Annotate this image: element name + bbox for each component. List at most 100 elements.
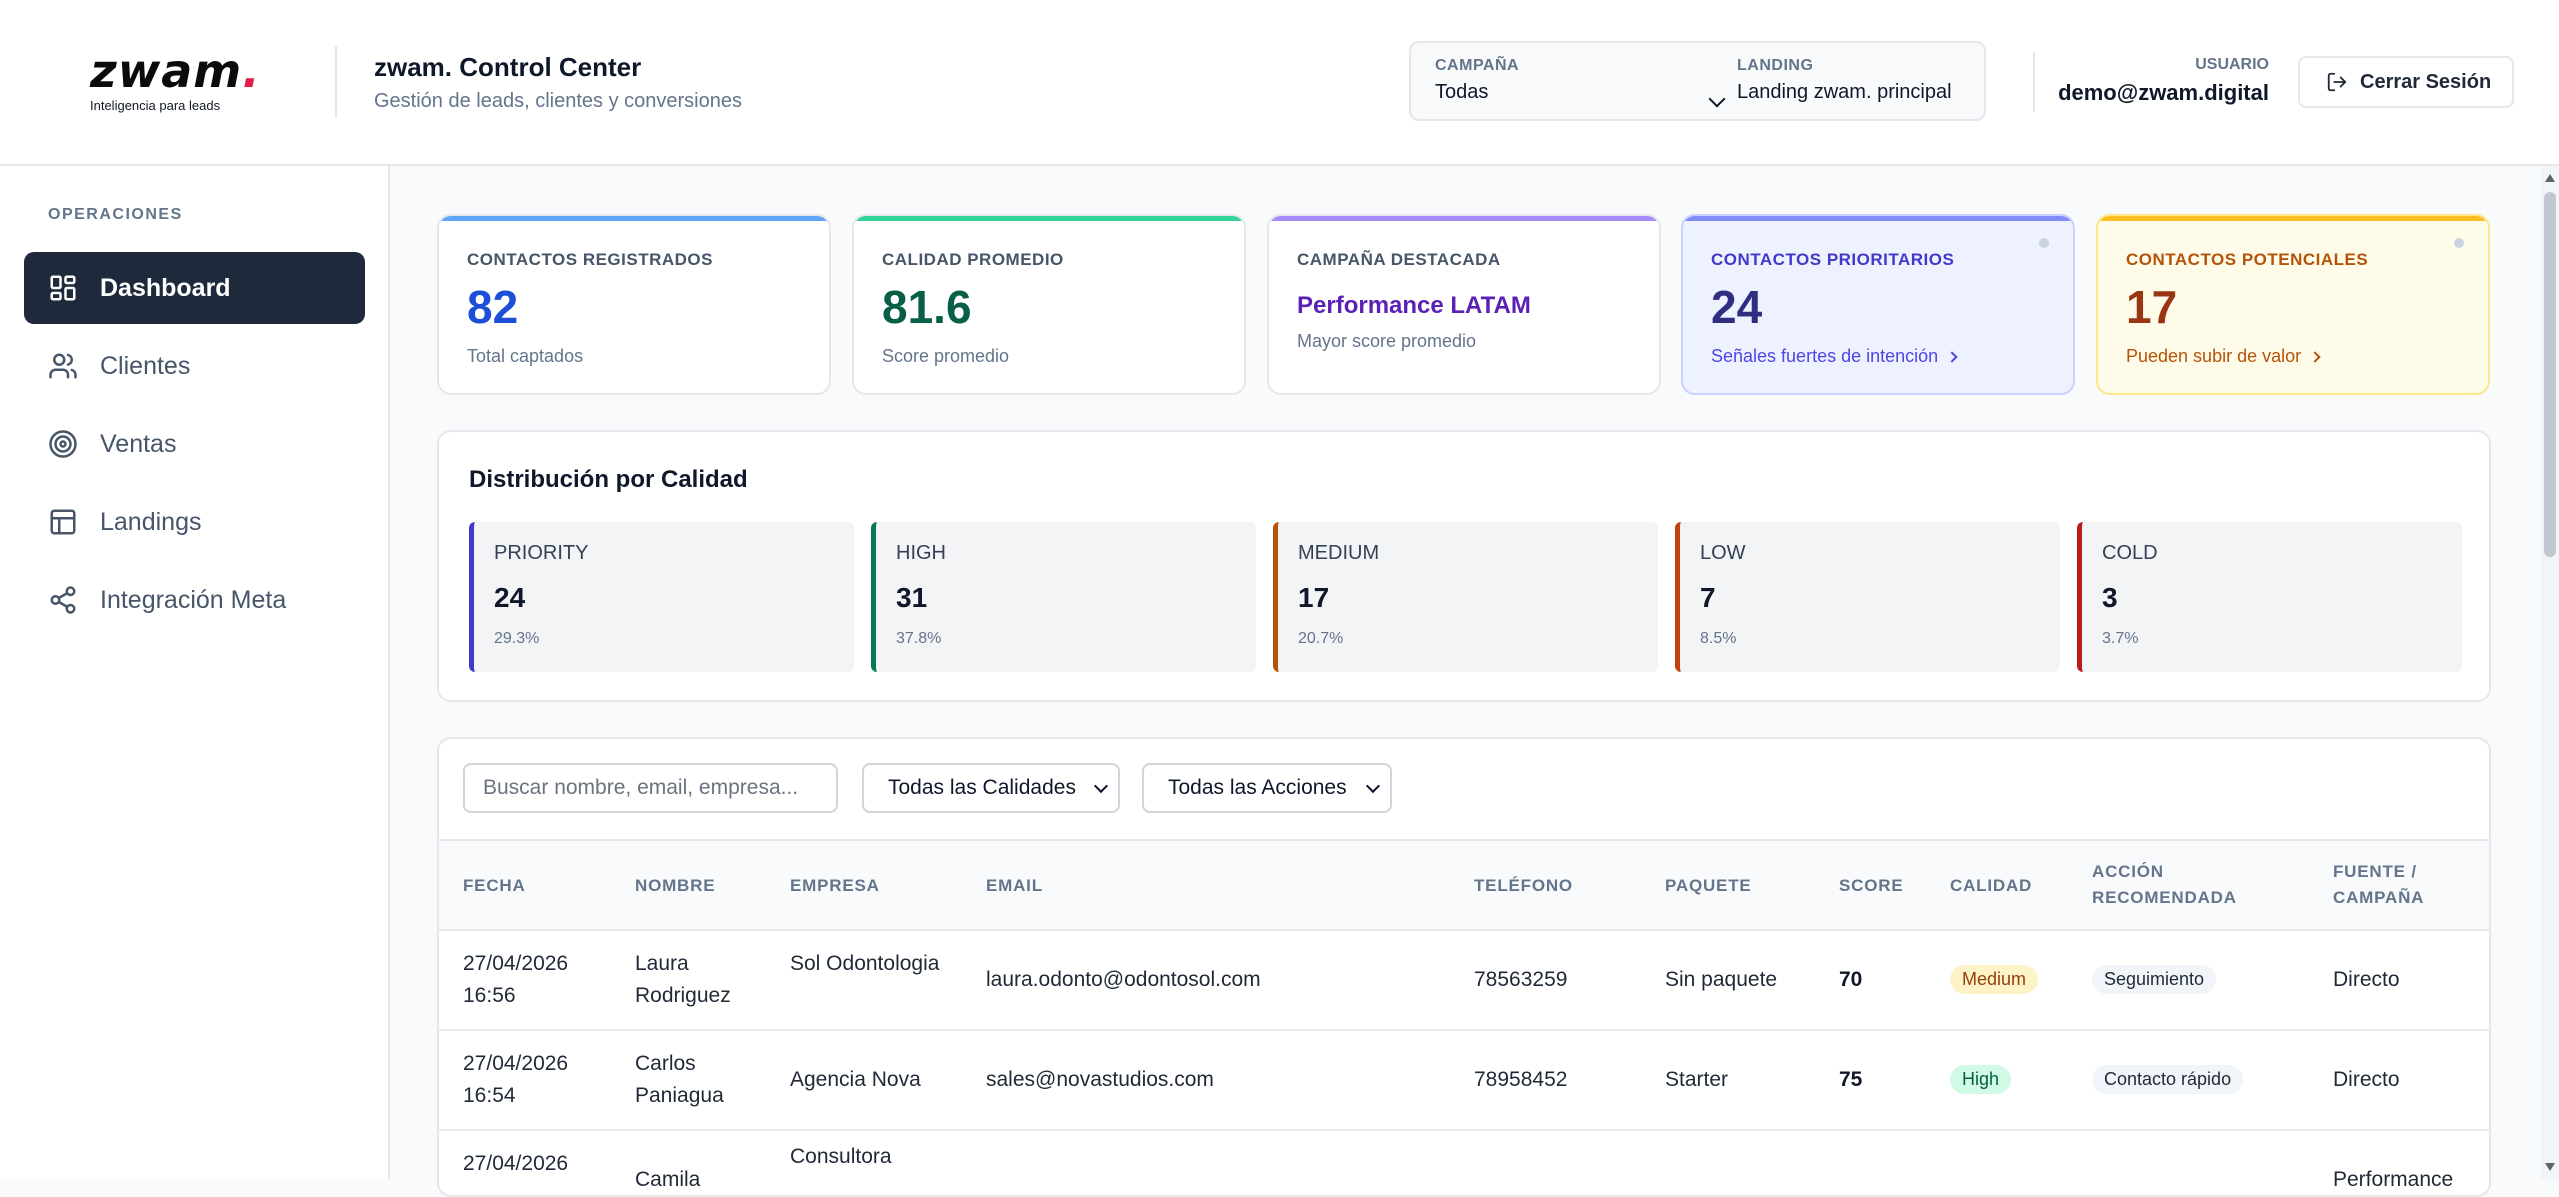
sidebar-item-label: Dashboard <box>100 273 231 302</box>
scroll-down-arrow-icon[interactable] <box>2545 1163 2555 1171</box>
column-header[interactable]: FECHA <box>463 876 526 895</box>
table-row[interactable]: 27/04/2026 16:54 Carlos Paniagua Agencia… <box>439 1031 2489 1131</box>
quality-label: MEDIUM <box>1298 542 1380 564</box>
campaign-select[interactable]: CAMPAÑA Todas <box>1435 57 1726 108</box>
action-filter-select[interactable]: Todas las Acciones <box>1142 763 1392 813</box>
column-header[interactable]: TELÉFONO <box>1474 876 1573 895</box>
sidebar-item-integracion-meta[interactable]: Integración Meta <box>24 564 365 636</box>
sidebar-section-label: OPERACIONES <box>48 206 183 223</box>
column-header[interactable]: EMAIL <box>986 876 1043 895</box>
logout-icon <box>2327 72 2347 92</box>
chevron-down-icon <box>1093 778 1109 794</box>
header-divider-2 <box>2033 52 2035 112</box>
quality-count: 17 <box>1298 582 1330 613</box>
column-header[interactable]: EMPRESA <box>790 876 880 895</box>
quality-box-medium: MEDIUM 17 20.7% <box>1273 522 1658 672</box>
table-row[interactable]: 27/04/2026 Camila Consultora Performance <box>439 1131 2489 1195</box>
cell-empresa: Agencia Nova <box>790 1068 921 1091</box>
campaign-label: CAMPAÑA <box>1435 57 1520 74</box>
sidebar-item-label: Landings <box>100 507 202 536</box>
sidebar-item-ventas[interactable]: Ventas <box>24 408 365 480</box>
kpi-accent-bar <box>1683 216 2073 221</box>
kpi-sub: Señales fuertes de intención <box>1711 346 1939 366</box>
sidebar-item-label: Ventas <box>100 429 177 458</box>
kpi-contactos-prioritarios[interactable]: CONTACTOS PRIORITARIOS 24 Señales fuerte… <box>1681 214 2075 395</box>
logout-button[interactable]: Cerrar Sesión <box>2298 56 2514 108</box>
kpi-value: 17 <box>2126 281 2178 333</box>
kpi-contactos-registrados: CONTACTOS REGISTRADOS 82 Total captados <box>437 214 831 395</box>
cell-fecha: 27/04/2026 16:54 <box>463 1052 569 1107</box>
quality-badge: Medium <box>1950 965 2039 994</box>
column-header[interactable]: SCORE <box>1839 876 1904 895</box>
cell-fecha: 27/04/2026 16:56 <box>463 952 569 1007</box>
quality-percent: 37.8% <box>896 630 942 647</box>
contacts-table-panel: Todas las Calidades Todas las Acciones F… <box>437 737 2491 1197</box>
kpi-value: 81.6 <box>882 281 972 333</box>
scroll-up-arrow-icon[interactable] <box>2545 174 2555 182</box>
column-header[interactable]: CALIDAD <box>1950 876 2033 895</box>
action-filter-value: Todas las Acciones <box>1168 776 1347 799</box>
app-title: zwam. Control Center <box>374 52 642 82</box>
kpi-label: CONTACTOS PRIORITARIOS <box>1711 250 1955 269</box>
kpi-accent-bar <box>854 216 1244 221</box>
column-header[interactable]: NOMBRE <box>635 876 716 895</box>
cell-empresa: Consultora <box>790 1145 892 1168</box>
column-header[interactable]: FUENTE / CAMPAÑA <box>2333 862 2425 907</box>
kpi-value: Performance LATAM <box>1297 292 1531 319</box>
quality-count: 3 <box>2102 582 2118 613</box>
kpi-sub: Mayor score promedio <box>1297 331 1477 351</box>
cell-fuente: Directo <box>2333 1068 2400 1091</box>
quality-count: 24 <box>494 582 526 613</box>
quality-box-priority: PRIORITY 24 29.3% <box>469 522 854 672</box>
quality-label: COLD <box>2102 542 2158 564</box>
scrollbar-thumb[interactable] <box>2544 192 2556 557</box>
quality-count: 31 <box>896 582 928 613</box>
sidebar-item-landings[interactable]: Landings <box>24 486 365 558</box>
table-row[interactable]: 27/04/2026 16:56 Laura Rodriguez Sol Odo… <box>439 931 2489 1031</box>
cell-score: 75 <box>1839 1068 1863 1091</box>
landing-label: LANDING <box>1737 57 1814 74</box>
brand-logo[interactable]: zwam. Inteligencia para leads <box>90 48 261 113</box>
campaign-landing-selector: CAMPAÑA Todas LANDING Landing zwam. prin… <box>1409 41 1986 121</box>
quality-label: LOW <box>1700 542 1746 564</box>
logo-word: zwam. <box>90 44 261 98</box>
sidebar-item-clientes[interactable]: Clientes <box>24 330 365 402</box>
kpi-label: CONTACTOS REGISTRADOS <box>467 250 713 269</box>
column-header[interactable]: PAQUETE <box>1665 876 1752 895</box>
kpi-sub: Score promedio <box>882 346 1010 366</box>
action-badge: Seguimiento <box>2092 965 2217 994</box>
landing-select[interactable]: LANDING Landing zwam. principal <box>1737 57 1952 104</box>
search-input[interactable] <box>463 763 838 813</box>
column-header[interactable]: ACCIÓN RECOMENDADA <box>2092 862 2237 907</box>
cell-email: sales@novastudios.com <box>986 1068 1214 1091</box>
cell-fuente: Performance <box>2333 1168 2454 1191</box>
kpi-label: CONTACTOS POTENCIALES <box>2126 250 2369 269</box>
cell-nombre: Laura Rodriguez <box>635 952 731 1007</box>
quality-count: 7 <box>1700 582 1716 613</box>
cell-empresa: Sol Odontologia <box>790 952 940 975</box>
top-header: zwam. Inteligencia para leads zwam. Cont… <box>0 0 2559 166</box>
sidebar-item-dashboard[interactable]: Dashboard <box>24 252 365 324</box>
user-label: USUARIO <box>2195 56 2269 73</box>
users-icon <box>49 353 77 379</box>
kpi-sub-link: Señales fuertes de intención <box>1711 346 1958 367</box>
target-icon <box>49 430 77 458</box>
page-scrollbar[interactable] <box>2541 166 2559 1179</box>
cell-fecha: 27/04/2026 <box>463 1152 569 1175</box>
kpi-contactos-potenciales[interactable]: CONTACTOS POTENCIALES 17 Pueden subir de… <box>2096 214 2490 395</box>
kpi-accent-bar <box>1269 216 1659 221</box>
cell-nombre: Carlos Paniagua <box>635 1052 724 1107</box>
quality-percent: 29.3% <box>494 630 540 647</box>
header-divider <box>335 46 337 118</box>
quality-box-high: HIGH 31 37.8% <box>871 522 1256 672</box>
chevron-right-icon <box>2309 351 2321 363</box>
quality-filter-select[interactable]: Todas las Calidades <box>862 763 1120 813</box>
sidebar-item-label: Integración Meta <box>100 585 287 614</box>
campaign-value: Todas <box>1435 81 1489 103</box>
sidebar-item-label: Clientes <box>100 351 191 380</box>
quality-box-cold: COLD 3 3.7% <box>2077 522 2462 672</box>
kpi-sub-link: Pueden subir de valor <box>2126 346 2321 367</box>
logo-tagline: Inteligencia para leads <box>90 98 221 113</box>
share-icon <box>50 586 76 614</box>
quality-label: HIGH <box>896 542 946 564</box>
